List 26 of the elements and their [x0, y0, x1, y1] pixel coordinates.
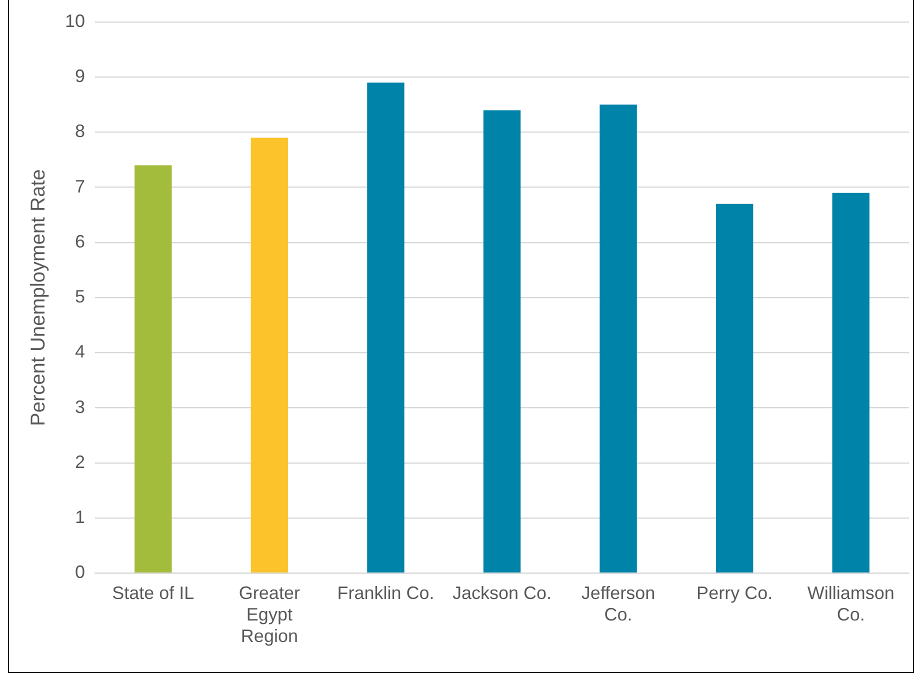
y-tick-label: 8	[75, 121, 86, 142]
bar	[600, 104, 637, 573]
bar	[832, 192, 870, 573]
bar	[134, 165, 172, 573]
bar	[367, 82, 404, 573]
x-tick-label: State of IL	[112, 582, 194, 603]
y-tick-label: 4	[75, 342, 86, 362]
y-tick-label: 3	[75, 396, 86, 417]
y-tick-label: 2	[75, 452, 86, 472]
y-axis-title: Percent Unemployment Rate	[28, 169, 50, 426]
x-tick-label: Greater Egypt Region	[238, 582, 300, 646]
x-tick-label: Franklin Co.	[337, 582, 434, 603]
y-tick-label: 0	[75, 562, 86, 582]
y-tick-label: 10	[64, 10, 86, 31]
y-tick-label: 7	[75, 176, 86, 196]
bar	[250, 138, 288, 573]
bar	[716, 204, 754, 573]
x-tick-label: Jefferson Co.	[581, 582, 656, 625]
x-tick-label: Perry Co.	[696, 582, 773, 603]
y-tick-label: 9	[75, 66, 86, 86]
x-tick-label: Jackson Co.	[452, 582, 552, 603]
y-tick-label: 1	[75, 507, 86, 528]
y-tick-label: 5	[75, 286, 86, 307]
y-tick-label: 6	[75, 231, 86, 252]
x-tick-label: Williamson Co.	[807, 582, 894, 625]
bar	[483, 110, 521, 573]
